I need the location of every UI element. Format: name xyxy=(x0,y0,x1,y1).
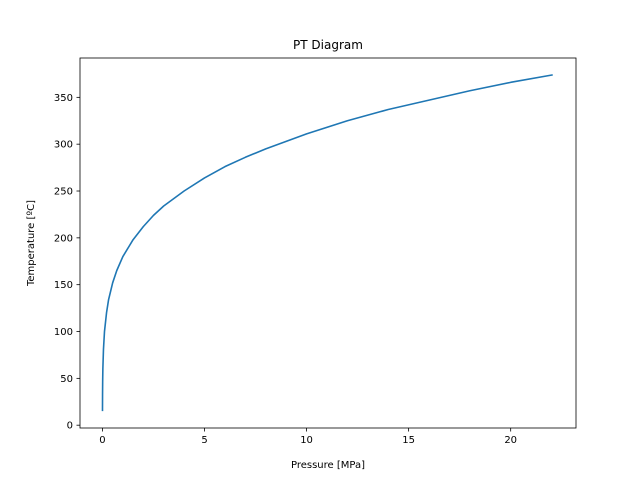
y-tick-label: 250 xyxy=(54,187,73,198)
y-tick-label: 200 xyxy=(54,233,73,244)
y-tick-label: 50 xyxy=(60,374,73,385)
x-tick-label: 5 xyxy=(201,435,207,446)
y-axis-label: Temperature [ºC] xyxy=(26,200,37,287)
chart-title: PT Diagram xyxy=(293,38,363,52)
y-axis: 0 50 100 150 200 250 300 350 xyxy=(54,93,80,432)
x-tick-label: 15 xyxy=(402,435,415,446)
series-layer xyxy=(101,74,553,412)
x-tick-label: 0 xyxy=(99,435,105,446)
plot-area xyxy=(80,58,576,428)
y-tick-label: 350 xyxy=(54,93,73,104)
y-tick-label: 300 xyxy=(54,140,73,151)
y-tick-label: 0 xyxy=(67,421,73,432)
plot-frame xyxy=(79,57,577,429)
y-tick-label: 150 xyxy=(54,280,73,291)
x-axis: 0 5 10 15 20 xyxy=(99,428,517,446)
x-tick-label: 20 xyxy=(504,435,517,446)
x-axis-label: Pressure [MPa] xyxy=(291,460,365,471)
x-tick-label: 10 xyxy=(300,435,313,446)
saturation-curve-line xyxy=(101,74,553,412)
y-tick-label: 100 xyxy=(54,327,73,338)
